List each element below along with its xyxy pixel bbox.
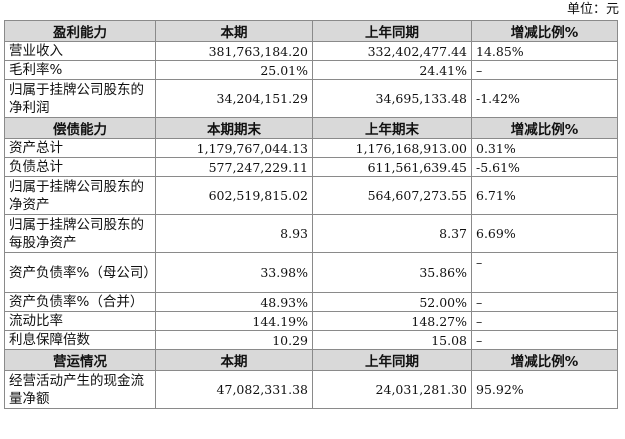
change-value: –: [471, 311, 618, 331]
change-value: 6.71%: [471, 176, 618, 215]
previous-value: 15.08: [312, 330, 472, 350]
section-header-row: 营运情况 本期 上年同期 增减比例%: [4, 349, 618, 371]
table-row: 归属于挂牌公司股东的净利润 34,204,151.29 34,695,133.4…: [4, 79, 618, 118]
current-value: 47,082,331.38: [155, 370, 313, 409]
change-value: 14.85%: [471, 41, 618, 61]
table-row: 流动比率 144.19% 148.27% –: [4, 311, 618, 331]
table-row: 资产负债率%（母公司） 33.98% 35.86% –: [4, 252, 618, 293]
row-label: 利息保障倍数: [4, 330, 156, 350]
previous-value: 1,176,168,913.00: [312, 138, 472, 158]
change-value: 95.92%: [471, 370, 618, 409]
current-value: 25.01%: [155, 60, 313, 80]
previous-value: 52.00%: [312, 292, 472, 312]
table-row: 经营活动产生的现金流量净额 47,082,331.38 24,031,281.3…: [4, 370, 618, 409]
previous-value: 35.86%: [312, 252, 472, 293]
column-header: 本期: [155, 20, 313, 42]
current-value: 8.93: [155, 214, 313, 253]
column-header: 上年期末: [312, 117, 472, 139]
change-value: –: [471, 60, 618, 80]
column-header: 上年同期: [312, 20, 472, 42]
financial-table: 盈利能力 本期 上年同期 增减比例% 营业收入 381,763,184.20 3…: [4, 20, 618, 409]
table-row: 利息保障倍数 10.29 15.08 –: [4, 330, 618, 350]
change-value: –: [471, 292, 618, 312]
previous-value: 148.27%: [312, 311, 472, 331]
row-label: 资产负债率%（母公司）: [4, 252, 156, 293]
column-header: 增减比例%: [471, 117, 618, 139]
current-value: 144.19%: [155, 311, 313, 331]
column-header: 营运情况: [4, 349, 156, 371]
row-label: 流动比率: [4, 311, 156, 331]
row-label: 归属于挂牌公司股东的净资产: [4, 176, 156, 215]
current-value: 48.93%: [155, 292, 313, 312]
previous-value: 332,402,477.44: [312, 41, 472, 61]
row-label: 营业收入: [4, 41, 156, 61]
change-value: –: [471, 330, 618, 350]
column-header: 增减比例%: [471, 20, 618, 42]
previous-value: 24.41%: [312, 60, 472, 80]
table-row: 资产负债率%（合并） 48.93% 52.00% –: [4, 292, 618, 312]
row-label: 毛利率%: [4, 60, 156, 80]
change-value: 6.69%: [471, 214, 618, 253]
table-row: 资产总计 1,179,767,044.13 1,176,168,913.00 0…: [4, 138, 618, 158]
section-header-row: 偿债能力 本期期末 上年期末 增减比例%: [4, 117, 618, 139]
unit-label: 单位：元: [566, 2, 619, 17]
table-row: 归属于挂牌公司股东的净资产 602,519,815.02 564,607,273…: [4, 176, 618, 215]
current-value: 34,204,151.29: [155, 79, 313, 118]
current-value: 577,247,229.11: [155, 157, 313, 177]
previous-value: 8.37: [312, 214, 472, 253]
table-row: 营业收入 381,763,184.20 332,402,477.44 14.85…: [4, 41, 618, 61]
table-row: 负债总计 577,247,229.11 611,561,639.45 -5.61…: [4, 157, 618, 177]
column-header: 增减比例%: [471, 349, 618, 371]
table-row: 归属于挂牌公司股东的每股净资产 8.93 8.37 6.69%: [4, 214, 618, 253]
previous-value: 611,561,639.45: [312, 157, 472, 177]
row-label: 经营活动产生的现金流量净额: [4, 370, 156, 409]
column-header: 本期期末: [155, 117, 313, 139]
previous-value: 34,695,133.48: [312, 79, 472, 118]
column-header: 偿债能力: [4, 117, 156, 139]
column-header: 上年同期: [312, 349, 472, 371]
previous-value: 564,607,273.55: [312, 176, 472, 215]
change-value: 0.31%: [471, 138, 618, 158]
current-value: 1,179,767,044.13: [155, 138, 313, 158]
row-label: 归属于挂牌公司股东的每股净资产: [4, 214, 156, 253]
change-value: -5.61%: [471, 157, 618, 177]
previous-value: 24,031,281.30: [312, 370, 472, 409]
row-label: 归属于挂牌公司股东的净利润: [4, 79, 156, 118]
change-value: –: [471, 252, 618, 293]
section-header-row: 盈利能力 本期 上年同期 增减比例%: [4, 20, 618, 42]
row-label: 资产总计: [4, 138, 156, 158]
row-label: 负债总计: [4, 157, 156, 177]
change-value: -1.42%: [471, 79, 618, 118]
current-value: 602,519,815.02: [155, 176, 313, 215]
column-header: 本期: [155, 349, 313, 371]
row-label: 资产负债率%（合并）: [4, 292, 156, 312]
current-value: 10.29: [155, 330, 313, 350]
current-value: 381,763,184.20: [155, 41, 313, 61]
table-row: 毛利率% 25.01% 24.41% –: [4, 60, 618, 80]
column-header: 盈利能力: [4, 20, 156, 42]
current-value: 33.98%: [155, 252, 313, 293]
